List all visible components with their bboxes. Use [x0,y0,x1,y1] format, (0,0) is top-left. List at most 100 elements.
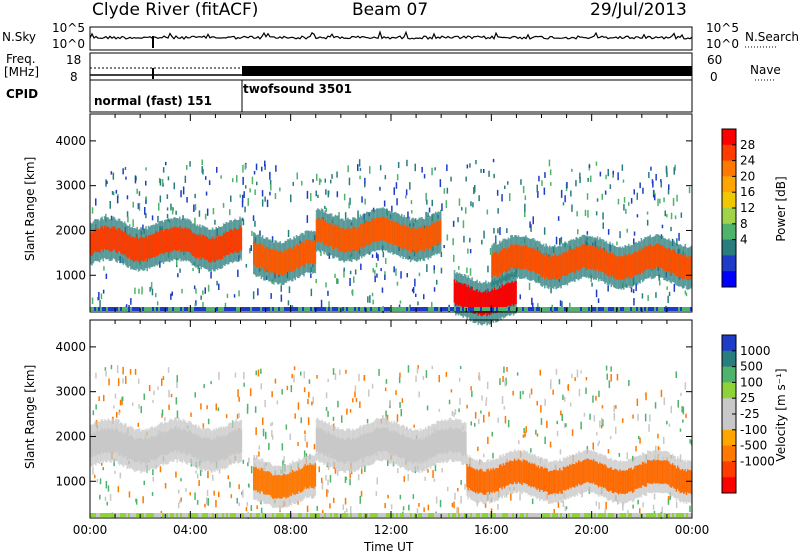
scatter-point [586,193,589,200]
scatter-point [213,490,215,496]
band-core [406,437,408,461]
band-core [279,475,281,499]
scatter-point [668,423,671,427]
band-core [98,229,101,254]
ground-scatter [296,513,298,517]
band-core [516,245,518,270]
band-core [157,231,160,256]
band-core [669,463,671,487]
ground-scatter [316,307,318,311]
band-core [449,426,452,451]
ground-scatter [332,513,334,517]
ground-scatter [200,513,202,517]
scatter-point [641,293,644,299]
band-core [623,257,625,281]
band-core [229,229,231,253]
band-core [595,247,597,271]
ground-scatter [596,513,598,517]
colorbar-tick-label: -100 [740,423,767,437]
band-core [615,256,618,280]
scatter-point [560,236,563,243]
band-core [299,243,301,267]
freq-label: Freq. [6,52,36,66]
scatter-point [293,366,296,370]
scatter-point [460,480,462,485]
scatter-point [200,403,202,410]
ground-scatter [660,513,662,517]
scatter-point [132,201,134,208]
scatter-point [238,396,240,402]
scatter-point [649,414,651,422]
band-core [274,474,276,498]
ground-scatter [488,307,490,311]
nsky-label: N.Sky [2,30,37,44]
scatter-point [282,460,284,469]
scatter-point [661,506,663,515]
scatter-point [254,220,256,227]
scatter-point [358,159,361,167]
scatter-point [689,439,691,444]
band-core [148,438,151,462]
band-core [379,217,382,241]
scatter-point [214,219,216,225]
scatter-point [654,193,656,201]
band-core [599,246,601,270]
scatter-point [122,366,124,375]
ground-scatter [246,513,248,517]
band-core [175,426,177,450]
ground-scatter [370,513,372,517]
ground-scatter [188,513,190,517]
scatter-point [293,374,295,383]
ground-scatter [656,513,658,517]
band-core [324,219,327,244]
ground-scatter [426,307,428,311]
band-core [226,231,229,256]
band-core [651,460,654,485]
scatter-point [655,292,657,298]
band-core [309,240,312,264]
band-core [307,239,309,264]
scatter-point [215,403,217,411]
band-core [200,236,202,260]
band-core [679,253,682,277]
band-core [378,218,381,242]
band-core [655,460,658,484]
scatter-point [245,264,248,268]
band-core [162,433,165,457]
band-core [485,471,487,495]
band-core [687,257,689,281]
band-core [506,248,508,273]
band-core [179,225,181,250]
ground-scatter [494,307,496,311]
ground-scatter [652,513,654,517]
band-core [299,469,301,493]
ground-scatter [384,513,386,517]
scatter-point [478,195,480,202]
scatter-point [433,478,436,482]
band-core [342,228,344,252]
scatter-point [348,202,350,209]
beam-title: Beam 07 [352,0,429,20]
scatter-point [407,473,409,481]
ground-scatter [594,307,596,311]
band-core [265,246,268,270]
band-core [368,433,370,457]
ground-scatter [564,307,566,311]
band-core [187,430,190,454]
scatter-point [257,369,260,377]
band-core [391,219,393,243]
scatter-point [176,410,179,419]
ground-scatter [468,513,470,517]
band-core [522,459,525,483]
nave-label: Nave [750,63,781,77]
band-core [634,466,636,490]
scatter-point [255,163,258,171]
band-core [258,244,260,268]
ground-scatter [494,513,496,517]
ground-scatter [464,307,466,311]
ground-scatter [598,307,600,311]
scatter-point [659,198,661,204]
scatter-point [382,415,384,419]
scatter-point [663,436,665,445]
band-core [523,459,526,484]
